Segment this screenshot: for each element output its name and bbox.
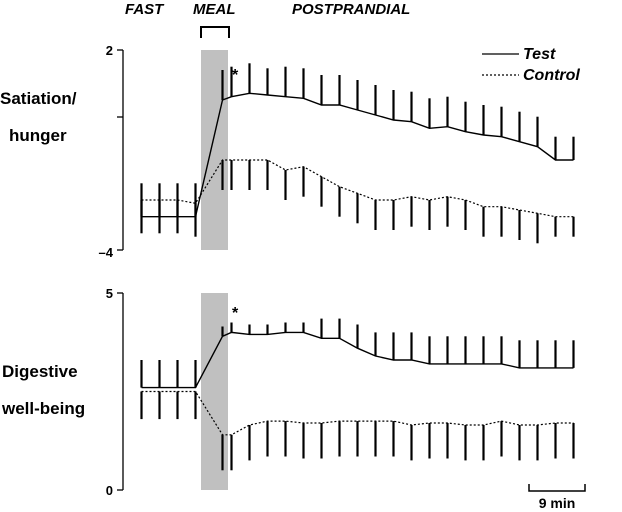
meal-shading: [201, 50, 228, 250]
y-tick-label-top: 5: [106, 286, 113, 301]
satiation-hunger-panel: 2 –4 Satiation/ hunger *: [0, 43, 575, 260]
digestive-wellbeing-panel: 5 0 Digestive well-being *: [1, 286, 575, 498]
phase-label-postprandial: POSTPRANDIAL: [292, 1, 410, 18]
scale-bar-line: [528, 484, 586, 492]
digestive-wellbeing-marks: [140, 318, 575, 471]
y-axis-label-line-2: hunger: [9, 126, 67, 145]
meal-bracket: [200, 26, 230, 38]
legend-control-label: Control: [523, 67, 580, 84]
legend-test-label: Test: [523, 46, 556, 63]
y-tick-label-top: 2: [106, 43, 113, 58]
phase-label-fast: FAST: [125, 1, 165, 18]
time-scale-bar: 9 min: [528, 484, 586, 511]
scale-bar-label: 9 min: [539, 495, 576, 511]
phase-label-meal: MEAL: [193, 1, 236, 18]
satiation-hunger-marks: [140, 63, 575, 244]
y-axis-label-line-1: Digestive: [2, 362, 78, 381]
y-tick-label-bottom: –4: [99, 245, 114, 260]
legend: Test Control: [482, 46, 580, 84]
y-axis-label-line-1: Satiation/: [0, 89, 77, 108]
y-axis-label-line-2: well-being: [1, 399, 85, 418]
y-tick-label-bottom: 0: [106, 483, 113, 498]
significance-marker: *: [232, 305, 239, 322]
significance-marker: *: [232, 67, 239, 84]
meal-shading: [201, 293, 228, 490]
